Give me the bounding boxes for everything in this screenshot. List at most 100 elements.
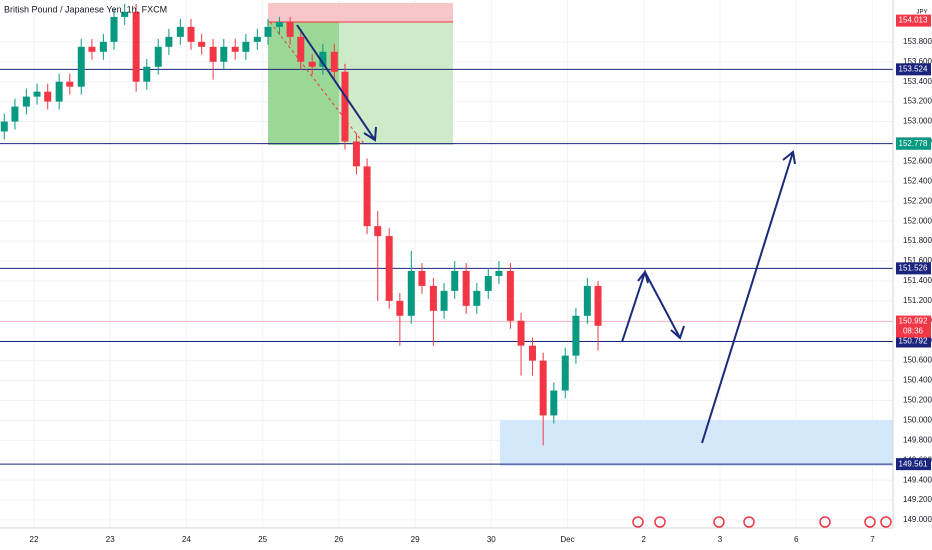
x-tick-label: 23 [106, 535, 115, 544]
event-icon [632, 516, 644, 528]
candle-body [517, 320, 525, 346]
y-tick-label: 150.600 [903, 356, 932, 365]
arrow [701, 150, 796, 444]
y-tick-label: 152.400 [903, 176, 932, 185]
x-tick-label: 3 [718, 535, 723, 544]
arrow [621, 269, 685, 343]
candle-body [528, 345, 536, 361]
event-icon [880, 516, 892, 528]
candle-body [308, 61, 316, 67]
x-tick-label: 2 [642, 535, 647, 544]
y-tick-label: 149.800 [903, 435, 932, 444]
candle-body [583, 285, 591, 316]
y-tick-label: 151.600 [903, 256, 932, 265]
candle-body [198, 41, 206, 47]
y-tick-label: 149.400 [903, 475, 932, 484]
candle-body [220, 46, 228, 62]
candle-body [11, 106, 19, 122]
x-tick-label: 24 [182, 535, 191, 544]
y-tick-label: 153.600 [903, 57, 932, 66]
demand-zone [500, 420, 893, 466]
level-label-box [896, 458, 931, 471]
levels [0, 68, 893, 465]
stop-zone [268, 3, 453, 22]
candle-body [275, 21, 283, 27]
y-tick-label: 152.000 [903, 216, 932, 225]
y-tick-label: 149.000 [903, 515, 932, 524]
y-tick-label: 153.800 [903, 37, 932, 46]
y-tick-label: 151.400 [903, 276, 932, 285]
candle-body [231, 46, 239, 52]
candle-body [407, 270, 415, 316]
candle-body [341, 71, 349, 142]
currency: JPY [916, 10, 927, 16]
candle-body [297, 36, 305, 62]
candle-body [88, 46, 96, 52]
level-label-box [896, 335, 931, 348]
y-tick-label: 150.400 [903, 376, 932, 385]
candles [0, 3, 602, 446]
event-icon [864, 516, 876, 528]
axes: 149.000149.200149.400149.600149.800150.0… [30, 14, 932, 544]
drawn-arrows [296, 24, 796, 444]
event-icon [654, 516, 666, 528]
candle-body [594, 285, 602, 326]
candle-body [286, 21, 294, 37]
candle-body [110, 16, 118, 42]
event-icon [713, 516, 725, 528]
candle-body [440, 290, 448, 311]
candle-body [99, 41, 107, 52]
y-tick-label: 150.200 [903, 396, 932, 405]
candle-body [209, 46, 217, 62]
x-tick-label: Dec [560, 535, 574, 544]
event-icon [743, 516, 755, 528]
candle-body [77, 46, 85, 87]
price-label-box [896, 137, 931, 150]
chart-title: British Pound / Japanese Yen, 1h, FXCM [4, 4, 167, 14]
price-label: 154.013 [899, 16, 928, 25]
candle-body [132, 11, 140, 82]
price-label: 152.778 [899, 139, 928, 148]
y-tick-label: 152.600 [903, 156, 932, 165]
candle-body [484, 275, 492, 291]
candle-body [451, 270, 459, 291]
candle-body [187, 26, 195, 42]
x-tick-label: 6 [794, 535, 799, 544]
trade-path [269, 21, 366, 146]
y-tick-label: 150.000 [903, 416, 932, 425]
candle-body [121, 11, 129, 17]
candle-body [154, 46, 162, 67]
x-tick-label: 30 [487, 535, 496, 544]
y-tick-label: 151.800 [903, 236, 932, 245]
countdown: 08:36 [903, 327, 924, 336]
time-axis [0, 528, 893, 550]
candle-body [352, 141, 360, 167]
candle-body [33, 91, 41, 97]
y-tick-label: 153.000 [903, 117, 932, 126]
candle-body [253, 36, 261, 42]
x-tick-label: 25 [258, 535, 267, 544]
event-icons [632, 516, 892, 528]
last-price-label: 150.992 [899, 317, 928, 326]
candle-body [66, 81, 74, 87]
candle-body [550, 390, 558, 416]
x-tick-label: 26 [334, 535, 343, 544]
candle-body [462, 270, 470, 306]
candle-body [473, 290, 481, 306]
level-label: 153.524 [899, 64, 928, 73]
candle-body [396, 300, 404, 316]
x-tick-label: 22 [30, 535, 39, 544]
level-label: 149.561 [899, 459, 928, 468]
candle-body [319, 51, 327, 67]
last-price-box [896, 315, 931, 338]
level-label-box [896, 63, 931, 76]
candle-body [495, 270, 503, 276]
candle-body [264, 26, 272, 37]
candle-body [330, 51, 338, 72]
candle-body [429, 285, 437, 311]
x-tick-label: 29 [411, 535, 420, 544]
candle-body [374, 226, 382, 237]
candle-body [0, 121, 8, 132]
level-label-box [896, 262, 931, 275]
